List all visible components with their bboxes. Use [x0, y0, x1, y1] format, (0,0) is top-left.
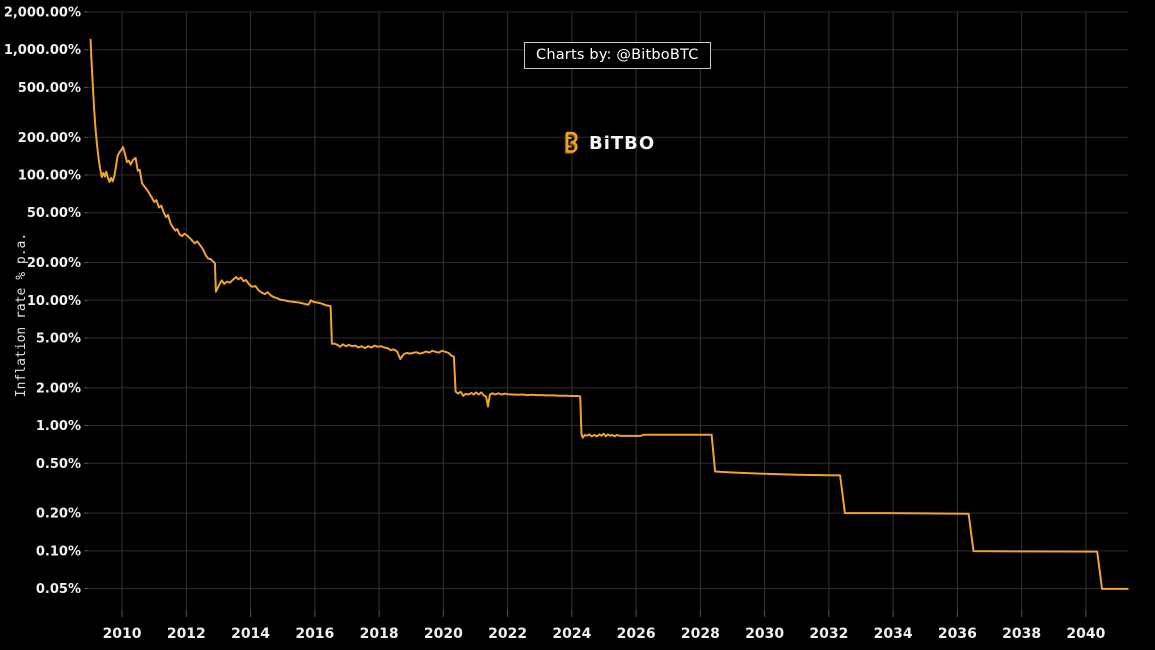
y-tick-label: 0.05%	[36, 582, 81, 597]
x-tick-label: 2026	[617, 626, 656, 642]
bitbo-logo-icon	[561, 130, 581, 158]
x-tick-label: 2036	[938, 626, 977, 642]
bitbo-watermark: BiTBO	[561, 130, 655, 158]
chart-credit-text: Charts by: @BitboBTC	[536, 47, 699, 63]
x-tick-label: 2028	[681, 626, 720, 642]
chart-credit-box: Charts by: @BitboBTC	[524, 42, 711, 69]
x-tick-label: 2022	[488, 626, 527, 642]
y-tick-label: 500.00%	[18, 81, 81, 96]
x-tick-label: 2040	[1066, 626, 1105, 642]
y-tick-label: 50.00%	[27, 206, 81, 221]
y-axis-title: Inflation rate % p.a.	[14, 233, 29, 397]
x-tick-label: 2020	[424, 626, 463, 642]
y-tick-label: 100.00%	[18, 168, 81, 183]
y-tick-label: 1,000.00%	[4, 43, 81, 58]
y-tick-label: 5.00%	[36, 331, 81, 346]
x-tick-label: 2018	[360, 626, 399, 642]
y-tick-label: 20.00%	[27, 256, 81, 271]
x-tick-label: 2030	[745, 626, 784, 642]
y-tick-label: 10.00%	[27, 294, 81, 309]
y-tick-label: 200.00%	[18, 131, 81, 146]
bitbo-logo-text: BiTBO	[589, 133, 656, 154]
plot-area[interactable]	[88, 12, 1128, 610]
x-tick-label: 2012	[167, 626, 206, 642]
y-tick-label: 1.00%	[36, 419, 81, 434]
y-tick-label: 2.00%	[36, 381, 81, 396]
y-tick-label: 0.50%	[36, 457, 81, 472]
x-tick-label: 2034	[874, 626, 913, 642]
x-tick-label: 2038	[1002, 626, 1041, 642]
y-tick-label: 0.10%	[36, 544, 81, 559]
y-tick-label: 2,000.00%	[4, 6, 81, 21]
x-tick-label: 2016	[295, 626, 334, 642]
x-tick-label: 2024	[552, 626, 591, 642]
x-tick-label: 2014	[231, 626, 270, 642]
y-tick-label: 0.20%	[36, 507, 81, 522]
x-tick-label: 2032	[809, 626, 848, 642]
inflation-rate-line	[89, 38, 1129, 590]
x-tick-label: 2010	[103, 626, 142, 642]
